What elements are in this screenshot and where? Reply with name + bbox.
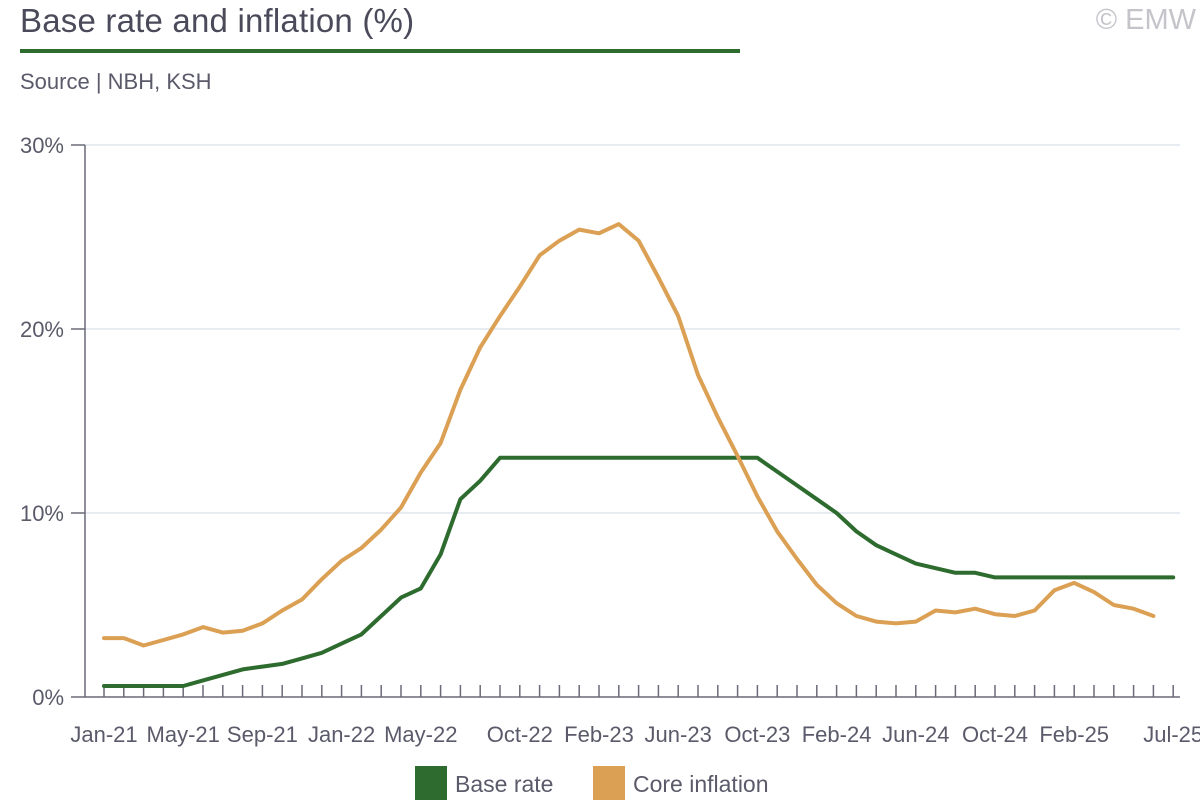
y-tick-label: 20% bbox=[20, 317, 64, 342]
page-title: Base rate and inflation (%) bbox=[20, 2, 415, 39]
y-tick-label: 0% bbox=[32, 685, 64, 710]
title-underline bbox=[20, 49, 740, 53]
x-tick-label: Jun-23 bbox=[645, 722, 712, 747]
x-tick-label: Feb-23 bbox=[564, 722, 634, 747]
y-tick-label: 30% bbox=[20, 133, 64, 158]
x-tick-label: May-21 bbox=[147, 722, 220, 747]
core-inflation-line bbox=[102, 222, 1156, 648]
base-rate-line bbox=[102, 455, 1176, 688]
legend-base-rate-label: Base rate bbox=[455, 771, 553, 797]
legend-base-rate-swatch bbox=[415, 766, 447, 800]
x-tick-label: Jan-21 bbox=[70, 722, 137, 747]
x-tick-label: Oct-24 bbox=[962, 722, 1028, 747]
source-label: Source | NBH, KSH bbox=[20, 69, 212, 94]
x-tick-label: Feb-25 bbox=[1039, 722, 1109, 747]
x-tick-label: Feb-24 bbox=[802, 722, 872, 747]
x-tick-label: Oct-22 bbox=[487, 722, 553, 747]
x-tick-label: Jul-25 bbox=[1143, 722, 1200, 747]
x-tick-label: May-22 bbox=[384, 722, 457, 747]
x-tick-label: Jun-24 bbox=[882, 722, 949, 747]
x-tick-label: Jan-22 bbox=[308, 722, 375, 747]
copyright-label: © EMW bbox=[1095, 4, 1196, 36]
y-tick-label: 10% bbox=[20, 501, 64, 526]
x-tick-label: Sep-21 bbox=[227, 722, 298, 747]
legend-core-inflation-swatch bbox=[593, 766, 625, 800]
legend-core-inflation-label: Core inflation bbox=[633, 771, 769, 797]
x-tick-label: Oct-23 bbox=[724, 722, 790, 747]
